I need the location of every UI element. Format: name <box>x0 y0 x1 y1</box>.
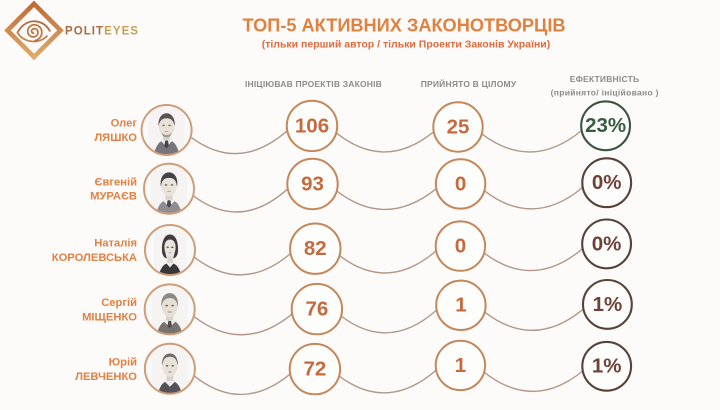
svg-text:(прийнято/ ініційовано ): (прийнято/ ініційовано ) <box>551 88 659 98</box>
svg-text:0%: 0% <box>592 232 622 255</box>
svg-text:76: 76 <box>305 298 328 321</box>
svg-text:1%: 1% <box>592 355 622 378</box>
svg-text:ЛЯШКО: ЛЯШКО <box>94 132 137 144</box>
svg-text:КОРОЛЕВСЬКА: КОРОЛЕВСЬКА <box>52 252 137 264</box>
svg-text:1: 1 <box>455 354 466 377</box>
svg-text:ІНІЦІЮВАВ ПРОЕКТІВ ЗАКОНІВ: ІНІЦІЮВАВ ПРОЕКТІВ ЗАКОНІВ <box>245 79 382 89</box>
svg-text:0: 0 <box>455 172 466 195</box>
svg-text:1: 1 <box>455 294 466 317</box>
svg-text:ПРИЙНЯТО В ЦІЛОМУ: ПРИЙНЯТО В ЦІЛОМУ <box>421 78 517 89</box>
svg-text:82: 82 <box>304 237 327 260</box>
svg-text:ТОП-5 АКТИВНИХ ЗАКОНОТВОРЦІВ: ТОП-5 АКТИВНИХ ЗАКОНОТВОРЦІВ <box>242 16 565 36</box>
svg-text:106: 106 <box>295 114 329 137</box>
svg-text:МІЩЕНКО: МІЩЕНКО <box>82 311 137 323</box>
svg-text:(тільки перший автор / тільки: (тільки перший автор / тільки Проекти За… <box>262 39 550 51</box>
svg-text:0%: 0% <box>592 171 622 194</box>
svg-text:93: 93 <box>301 172 324 195</box>
svg-text:25: 25 <box>447 115 470 138</box>
svg-text:1%: 1% <box>593 293 623 316</box>
svg-text:Наталія: Наталія <box>94 238 137 250</box>
svg-text:Олег: Олег <box>111 118 138 130</box>
svg-text:23%: 23% <box>585 114 626 137</box>
svg-text:0: 0 <box>455 235 466 258</box>
svg-text:Юрій: Юрій <box>109 357 137 369</box>
svg-text:ЛЕВЧЕНКО: ЛЕВЧЕНКО <box>75 371 137 383</box>
svg-text:POLITEYES: POLITEYES <box>65 26 139 38</box>
svg-text:72: 72 <box>303 358 326 381</box>
svg-text:Євгеній: Євгеній <box>95 176 138 188</box>
svg-text:ЕФЕКТИВНІСТЬ: ЕФЕКТИВНІСТЬ <box>570 74 640 84</box>
svg-text:Сергій: Сергій <box>101 297 137 309</box>
svg-text:МУРАЄВ: МУРАЄВ <box>90 191 137 203</box>
